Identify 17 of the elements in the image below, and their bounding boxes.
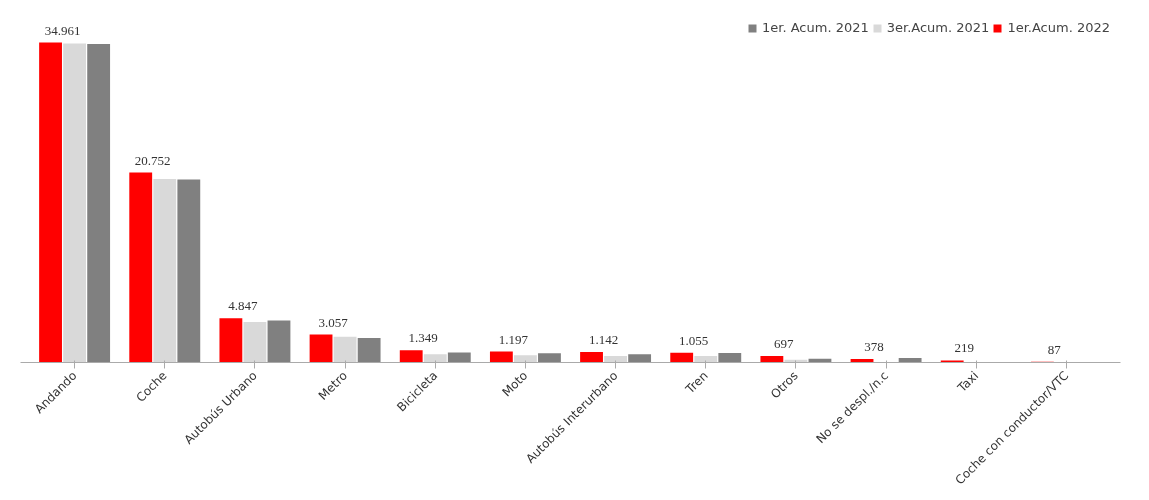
data-label: 219 [954, 340, 974, 356]
legend-label: 3er.Acum. 2021 [886, 20, 990, 35]
data-label: 1.055 [679, 332, 709, 348]
data-label: 1.197 [498, 331, 529, 347]
x-tick-label: Taxi [954, 368, 982, 396]
data-label: 378 [864, 339, 884, 355]
x-tick-label: Tren [682, 368, 711, 397]
legend-label: 1er.Acum. 2022 [1007, 20, 1110, 35]
legend-label: 1er. Acum. 2021 [762, 20, 869, 35]
data-label: 20.752 [134, 152, 171, 168]
data-label: 697 [774, 336, 795, 352]
data-label: 34.961 [44, 22, 81, 38]
data-label: 87 [1047, 341, 1062, 357]
data-label: 3.057 [318, 314, 349, 330]
data-label: 1.142 [588, 332, 619, 348]
data-label: 1.349 [408, 330, 438, 346]
data-label: 4.847 [228, 298, 259, 314]
